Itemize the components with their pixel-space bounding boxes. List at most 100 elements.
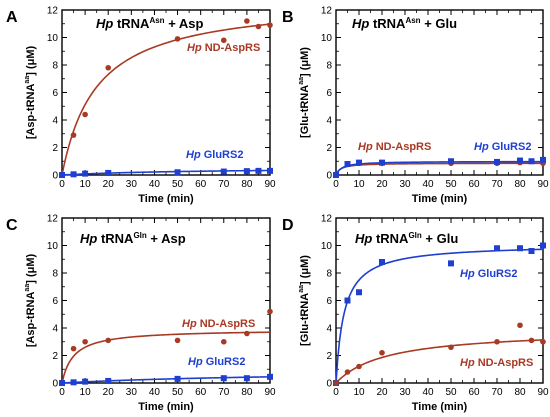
x-tick-label: 90 bbox=[537, 387, 549, 398]
y-tick-label: 6 bbox=[326, 88, 332, 99]
fit-curve bbox=[335, 248, 544, 384]
x-tick-label: 10 bbox=[353, 179, 365, 190]
fit-curve bbox=[335, 160, 543, 176]
data-point bbox=[333, 380, 339, 386]
x-tick-label: 80 bbox=[514, 387, 526, 398]
x-axis-title: Time (min) bbox=[138, 193, 194, 205]
data-point bbox=[82, 170, 89, 177]
data-point bbox=[528, 158, 535, 165]
y-tick-label: 2 bbox=[52, 351, 58, 362]
data-point bbox=[379, 159, 385, 166]
y-tick-label: 10 bbox=[47, 33, 59, 44]
panel-title: Hp tRNAGln + Glu bbox=[355, 231, 458, 246]
data-point bbox=[448, 344, 454, 351]
data-point bbox=[267, 167, 273, 174]
data-point bbox=[379, 349, 385, 356]
y-tick-label: 6 bbox=[52, 296, 58, 307]
data-point bbox=[528, 337, 535, 344]
x-axis-title: Time (min) bbox=[412, 193, 468, 205]
x-tick-label: 70 bbox=[491, 179, 503, 190]
data-point bbox=[174, 36, 181, 42]
data-point bbox=[244, 330, 250, 337]
y-tick-label: 4 bbox=[52, 324, 58, 335]
x-tick-label: 70 bbox=[218, 179, 230, 190]
y-tick-label: 0 bbox=[326, 379, 332, 390]
data-point bbox=[267, 373, 273, 380]
data-point bbox=[70, 132, 77, 138]
data-point bbox=[517, 157, 523, 164]
y-tick-label: 6 bbox=[326, 296, 332, 307]
series-nd-asprs: Hp ND-AspRS bbox=[59, 18, 273, 178]
panel-a: A 0 10 20 30 40 50 60 70 80 90 0 2 4 6 8 10 12 Time (min) [… bbox=[6, 6, 276, 206]
y-axis-title: [Asp-tRNAaa] (μM) bbox=[24, 45, 37, 139]
panel-title: Hp tRNAAsn + Glu bbox=[352, 16, 457, 31]
x-tick-label: 0 bbox=[333, 387, 339, 398]
data-point bbox=[70, 379, 77, 386]
y-tick-label: 8 bbox=[52, 269, 58, 280]
series-label: Hp GluRS2 bbox=[186, 149, 243, 161]
series-label: Hp ND-AspRS bbox=[182, 318, 255, 330]
series-glurs2: Hp GluRS2 bbox=[333, 141, 546, 178]
y-tick-label: 12 bbox=[47, 6, 59, 17]
x-tick-label: 60 bbox=[195, 387, 207, 398]
data-point bbox=[255, 167, 262, 174]
data-point bbox=[356, 289, 362, 296]
x-tick-label: 90 bbox=[264, 387, 276, 398]
panel-title: Hp tRNAAsn + Asp bbox=[96, 16, 204, 31]
data-point bbox=[105, 64, 112, 71]
x-tick-label: 0 bbox=[59, 179, 65, 190]
data-point bbox=[243, 375, 250, 382]
x-tick-label: 50 bbox=[445, 387, 457, 398]
x-tick-label: 10 bbox=[80, 387, 92, 398]
panel-c: C 0 10 20 30 40 50 60 70 80 90 0 2 4 6 8 10 12 Time (min) [… bbox=[6, 214, 276, 414]
series-nd-asprs: Hp ND-AspRS bbox=[59, 308, 273, 386]
data-point bbox=[244, 18, 250, 24]
x-tick-label: 80 bbox=[241, 387, 253, 398]
data-point bbox=[517, 322, 523, 329]
x-axis-title: Time (min) bbox=[138, 401, 194, 413]
x-tick-label: 90 bbox=[537, 179, 549, 190]
series-glurs2: Hp GluRS2 bbox=[59, 356, 273, 386]
data-point bbox=[356, 363, 362, 370]
x-tick-label: 60 bbox=[195, 179, 207, 190]
x-tick-label: 40 bbox=[422, 387, 434, 398]
y-tick-label: 0 bbox=[326, 171, 332, 182]
y-tick-label: 10 bbox=[47, 241, 59, 252]
series-label: Hp GluRS2 bbox=[460, 268, 517, 280]
data-point bbox=[333, 172, 339, 178]
data-point bbox=[220, 375, 227, 382]
data-point bbox=[267, 308, 273, 315]
x-tick-label: 70 bbox=[491, 387, 503, 398]
series-label: Hp ND-AspRS bbox=[358, 141, 431, 153]
y-axis-title: [Glu-tRNAaa] (μM) bbox=[298, 47, 311, 138]
x-tick-label: 50 bbox=[172, 387, 184, 398]
data-point bbox=[540, 338, 546, 345]
x-tick-label: 10 bbox=[80, 179, 92, 190]
x-tick-label: 50 bbox=[445, 179, 457, 190]
series-glurs2: Hp GluRS2 bbox=[59, 149, 273, 178]
y-tick-label: 2 bbox=[52, 143, 58, 154]
series-nd-asprs: Hp ND-AspRS bbox=[333, 322, 546, 386]
data-point bbox=[494, 338, 500, 345]
fit-curve bbox=[61, 23, 271, 176]
data-point bbox=[494, 245, 500, 252]
x-tick-label: 40 bbox=[149, 179, 161, 190]
data-point bbox=[448, 158, 454, 165]
y-tick-label: 4 bbox=[326, 116, 332, 127]
series-label: Hp ND-AspRS bbox=[460, 357, 533, 369]
x-tick-label: 0 bbox=[59, 387, 65, 398]
x-tick-label: 20 bbox=[103, 387, 115, 398]
data-point bbox=[220, 37, 227, 44]
panel-d: D 0 10 20 30 40 50 60 70 80 90 0 2 4 6 8 10 12 Time (min) [… bbox=[282, 214, 549, 414]
y-tick-label: 12 bbox=[47, 214, 59, 225]
data-point bbox=[82, 378, 89, 385]
x-tick-label: 30 bbox=[126, 179, 138, 190]
data-point bbox=[174, 375, 181, 382]
data-point bbox=[105, 337, 112, 344]
x-tick-label: 40 bbox=[149, 387, 161, 398]
data-point bbox=[82, 338, 88, 345]
x-tick-label: 20 bbox=[103, 179, 115, 190]
fit-curve bbox=[335, 339, 544, 384]
series-label: Hp GluRS2 bbox=[188, 356, 245, 368]
data-point bbox=[243, 168, 250, 175]
